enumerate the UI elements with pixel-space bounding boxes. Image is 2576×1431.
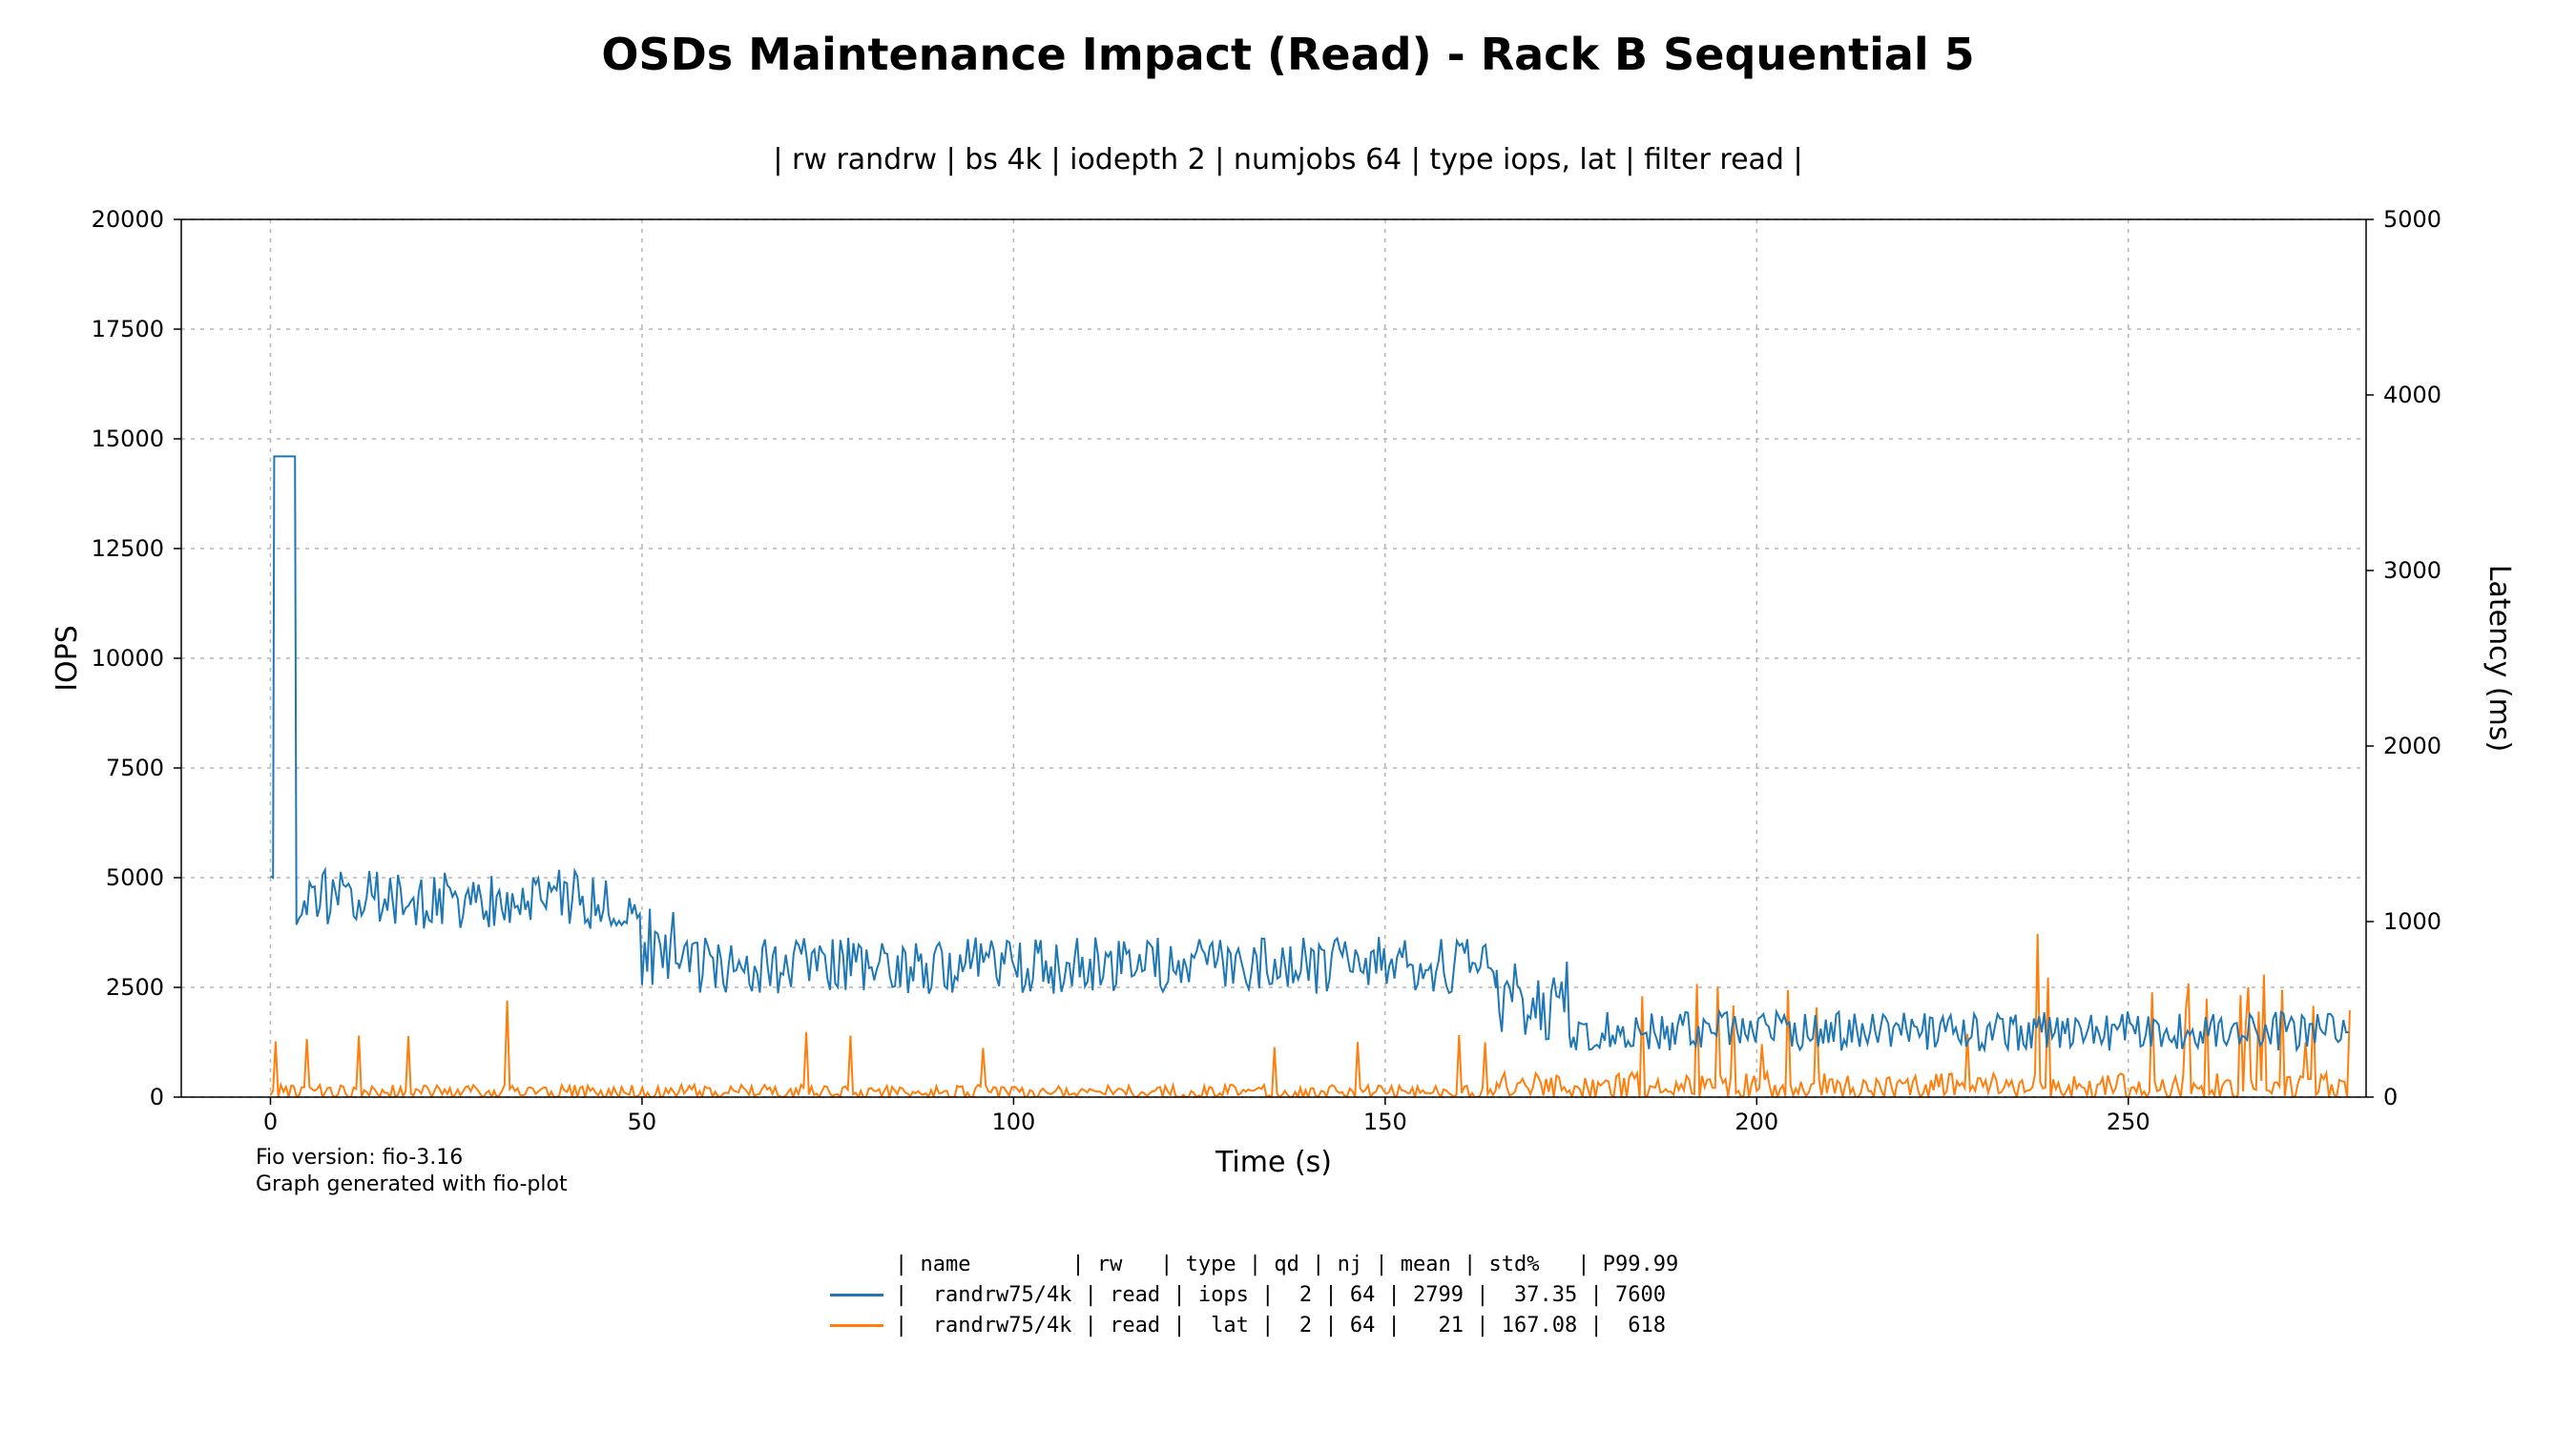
svg-text:4000: 4000 [2383,382,2441,408]
svg-text:20000: 20000 [92,206,164,233]
svg-text:2000: 2000 [2383,733,2441,759]
footer-line1: Fio version: fio-3.16 [256,1145,568,1172]
x-axis-label: Time (s) [1215,1146,1332,1179]
svg-text:2500: 2500 [106,974,164,1001]
svg-text:150: 150 [1363,1109,1407,1135]
legend-row: | randrw75/4k | read | lat | 2 | 64 | 21… [830,1311,1678,1341]
svg-text:7500: 7500 [106,755,164,781]
svg-text:0: 0 [150,1084,164,1110]
legend-table: | name | rw | type | qd | nj | mean | st… [830,1250,1678,1341]
footer-line2: Graph generated with fio-plot [256,1172,568,1198]
chart-container: OSDs Maintenance Impact (Read) - Rack B … [0,0,2576,1431]
svg-text:200: 200 [1735,1109,1778,1135]
svg-text:3000: 3000 [2383,557,2441,584]
legend-row: | randrw75/4k | read | iops | 2 | 64 | 2… [830,1280,1678,1311]
svg-text:100: 100 [991,1109,1035,1135]
y-left-axis-label: IOPS [51,625,84,692]
svg-text:17500: 17500 [92,316,164,342]
chart-subtitle: | rw randrw | bs 4k | iodepth 2 | numjob… [0,143,2576,176]
svg-text:15000: 15000 [92,425,164,452]
svg-text:5000: 5000 [106,864,164,891]
chart-plot: 0 50 100 150 200 250 Time (s) 0 2500 5000 7500 1000… [0,0,2576,1431]
svg-text:0: 0 [263,1109,278,1135]
y-right-axis-label: Latency (ms) [2483,565,2516,752]
svg-text:1000: 1000 [2383,908,2441,935]
svg-text:0: 0 [2383,1084,2398,1110]
svg-text:50: 50 [628,1109,657,1135]
footer-note: Fio version: fio-3.16 Graph generated wi… [256,1145,568,1197]
legend-header: | name | rw | type | qd | nj | mean | st… [830,1250,1678,1280]
svg-text:5000: 5000 [2383,206,2441,233]
chart-title: OSDs Maintenance Impact (Read) - Rack B … [0,29,2576,80]
legend-swatch [830,1294,883,1296]
svg-text:10000: 10000 [92,645,164,672]
svg-text:250: 250 [2107,1109,2150,1135]
svg-text:12500: 12500 [92,535,164,562]
legend-swatch [830,1324,883,1327]
